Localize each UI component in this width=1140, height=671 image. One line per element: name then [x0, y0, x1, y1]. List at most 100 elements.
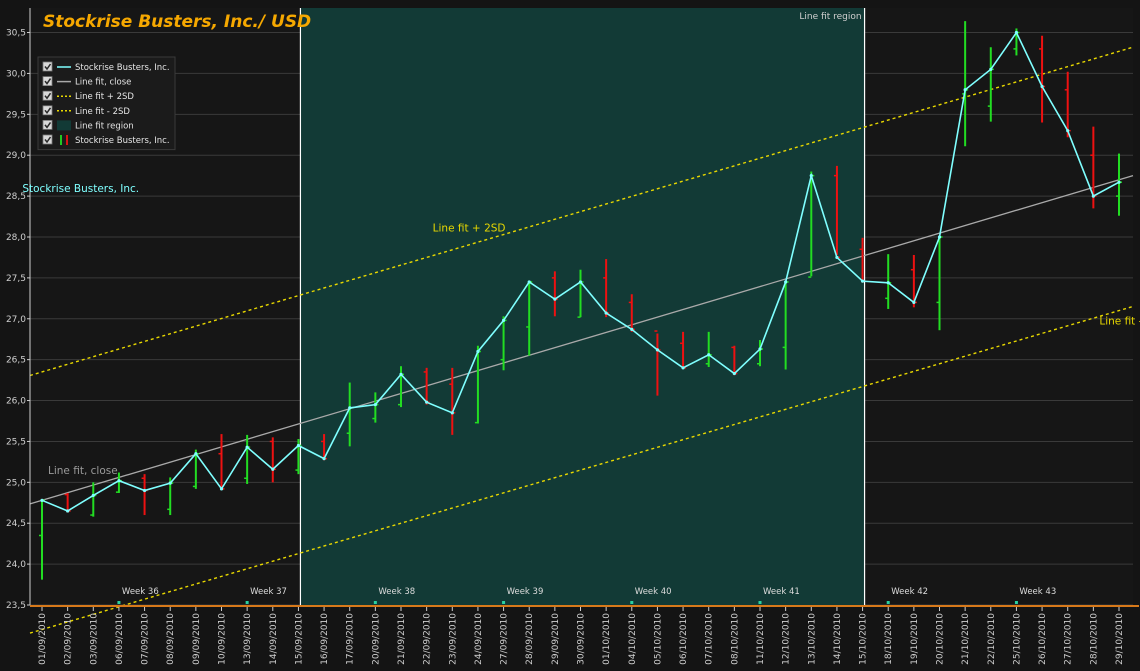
week-marker — [373, 601, 377, 604]
x-tick-label: 01/10/2010 — [602, 613, 612, 665]
close-point — [1066, 129, 1070, 133]
close-point — [1117, 180, 1121, 184]
check-icon — [44, 92, 52, 100]
x-tick-label: 05/10/2010 — [653, 613, 663, 665]
week-marker — [117, 601, 121, 604]
x-tick-label: 27/10/2010 — [1064, 613, 1074, 665]
close-point — [296, 443, 301, 448]
close-point — [784, 280, 788, 284]
x-tick-label: 26/10/2010 — [1038, 613, 1048, 665]
y-tick-label: 25,5 — [6, 437, 26, 447]
trend-lines — [29, 46, 1134, 634]
x-tick-label: 24/09/2010 — [474, 613, 484, 665]
legend-label: Line fit - 2SD — [75, 107, 130, 117]
annotation-label: Line fit - 2SD — [1099, 315, 1140, 327]
close-price-line — [40, 30, 1121, 513]
close-point — [501, 318, 506, 323]
x-tick-label: 12/10/2010 — [782, 613, 792, 665]
legend-checkbox — [42, 90, 53, 101]
close-point — [860, 279, 865, 283]
x-tick-label: 15/09/2010 — [294, 613, 304, 665]
y-tick-label: 29,0 — [6, 151, 26, 161]
close-point — [168, 481, 172, 485]
x-tick-label: 08/09/2010 — [166, 613, 176, 665]
x-tick-label: 28/10/2010 — [1089, 613, 1099, 665]
x-tick-label: 13/09/2010 — [243, 613, 253, 665]
legend-checkbox — [42, 76, 53, 86]
x-axis: 01/09/2010 02/09/2010 03/09/2010 06/09/2010… — [38, 607, 1125, 665]
close-point — [348, 406, 352, 410]
close-point — [527, 280, 531, 284]
check-icon — [44, 136, 52, 144]
annotation-label: Stockrise Busters, Inc. — [22, 183, 139, 195]
x-tick-label: 06/09/2010 — [115, 613, 125, 665]
x-tick-label: 22/10/2010 — [987, 613, 997, 665]
x-tick-label: 25/10/2010 — [1012, 613, 1022, 665]
x-tick-label: 09/09/2010 — [192, 613, 202, 665]
week-marker — [886, 601, 890, 604]
close-point — [655, 348, 660, 352]
x-tick-label: 20/09/2010 — [371, 613, 381, 665]
week-label: Week 36 — [122, 587, 159, 597]
x-tick-label: 03/09/2010 — [89, 613, 99, 665]
x-tick-label: 07/09/2010 — [141, 613, 151, 665]
x-tick-label: 11/10/2010 — [756, 613, 766, 665]
close-point — [476, 349, 480, 354]
week-marker — [630, 601, 634, 604]
x-tick-label: 23/09/2010 — [448, 613, 458, 665]
legend-label: Line fit region — [75, 121, 134, 131]
plot-frame — [29, 8, 1139, 607]
close-point — [450, 411, 454, 415]
x-tick-label: 16/09/2010 — [320, 613, 330, 665]
x-tick-label: 01/09/2010 — [38, 613, 48, 665]
week-marker — [502, 601, 506, 604]
close-point — [322, 457, 326, 461]
close-point — [399, 372, 403, 376]
x-tick-label: 18/10/2010 — [884, 613, 894, 665]
region-fill — [300, 8, 865, 605]
legend-checkbox — [42, 120, 53, 130]
check-icon — [44, 107, 52, 115]
x-tick-label: 04/10/2010 — [628, 613, 638, 665]
trend-line-close — [29, 174, 1134, 505]
close-point — [809, 174, 813, 178]
legend-label: Stockrise Busters, Inc. — [75, 63, 170, 73]
close-point — [245, 445, 249, 449]
close-point — [835, 255, 839, 260]
y-axis: 23,5 24,0 24,5 25,0 25,5 26,0 26,5 27,0 27,5 28,0… — [6, 29, 30, 611]
legend: Stockrise Busters, Inc. Line fit, close Li… — [37, 56, 176, 151]
legend-item: Stockrise Busters, Inc. — [42, 61, 170, 73]
close-point — [732, 371, 736, 376]
close-point — [1091, 194, 1095, 198]
close-point — [758, 347, 762, 351]
y-tick-label: 26,5 — [6, 356, 26, 366]
y-tick-label: 24,5 — [6, 519, 26, 529]
close-point — [578, 280, 583, 284]
y-tick-label: 27,5 — [6, 274, 26, 284]
week-marker — [1014, 601, 1018, 604]
x-tick-label: 08/10/2010 — [730, 613, 740, 665]
close-point — [1014, 30, 1019, 35]
close-point — [1040, 84, 1044, 89]
week-label: Week 43 — [1019, 587, 1056, 597]
close-point — [40, 498, 44, 502]
close-point — [681, 366, 685, 370]
legend-checkbox — [42, 105, 53, 116]
legend-checkbox — [42, 134, 53, 145]
y-tick-label: 23,5 — [6, 601, 26, 611]
close-point — [142, 488, 147, 493]
x-tick-label: 14/10/2010 — [833, 613, 843, 665]
close-point — [117, 479, 121, 483]
close-point — [425, 400, 429, 404]
week-label: Week 41 — [763, 587, 800, 597]
y-tick-label: 26,0 — [6, 397, 26, 407]
close-point — [271, 467, 275, 471]
x-tick-label: 30/09/2010 — [577, 613, 587, 665]
close-point — [912, 300, 916, 305]
legend-label: Line fit, close — [75, 78, 131, 88]
week-label: Week 42 — [891, 587, 928, 597]
y-tick-label: 30,0 — [6, 69, 26, 79]
x-tick-label: 07/10/2010 — [705, 613, 715, 665]
x-tick-label: 27/09/2010 — [500, 613, 510, 665]
close-point — [219, 487, 224, 491]
